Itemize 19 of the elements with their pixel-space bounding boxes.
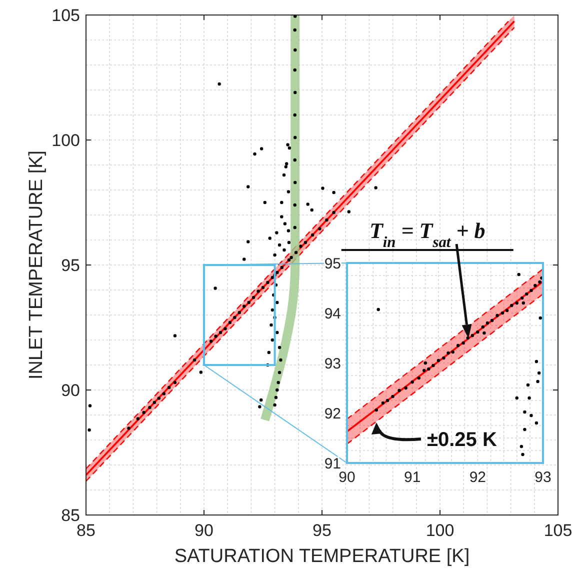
y-tick-label: 90 bbox=[61, 380, 80, 400]
x-tick-label: 90 bbox=[338, 469, 356, 486]
x-tick-label: 92 bbox=[469, 469, 486, 486]
x-tick-label: 105 bbox=[544, 521, 572, 540]
y-tick-label: 93 bbox=[324, 355, 341, 372]
y-tick-label: 95 bbox=[61, 256, 80, 275]
y-tick-label: 92 bbox=[324, 405, 341, 422]
y-tick-label: 94 bbox=[324, 305, 341, 322]
y-axis-title: INLET TEMPERATURE [K] bbox=[26, 150, 47, 380]
x-tick-label: 93 bbox=[534, 469, 552, 486]
y-tick-label: 91 bbox=[324, 455, 341, 472]
x-tick-label: 90 bbox=[194, 521, 214, 540]
x-tick-label: 91 bbox=[404, 469, 421, 486]
x-tick-label: 100 bbox=[426, 521, 454, 540]
y-tick-label: 105 bbox=[52, 6, 80, 25]
y-tick-label: 100 bbox=[52, 130, 80, 150]
annotation: ±0.25 K bbox=[427, 429, 498, 451]
x-axis-title: SATURATION TEMPERATURE [K] bbox=[174, 546, 470, 567]
annotation: T$_{in}$ = T$_{sat}$ + b bbox=[369, 218, 486, 250]
